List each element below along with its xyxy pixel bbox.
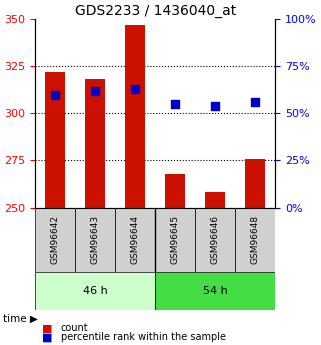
Text: GSM96646: GSM96646 (211, 215, 220, 264)
Text: count: count (61, 324, 89, 333)
Text: GSM96642: GSM96642 (51, 215, 60, 264)
Point (173, 101, 178, 107)
Text: percentile rank within the sample: percentile rank within the sample (61, 333, 226, 342)
Text: 54 h: 54 h (203, 286, 228, 296)
Bar (195, 208, 235, 272)
Bar (155, 272, 275, 310)
Point (133, 86, 138, 92)
Bar (45, 72, 65, 208)
Bar (115, 208, 155, 272)
Bar (235, 208, 275, 272)
Bar (155, 208, 195, 272)
Bar (165, 174, 185, 208)
Title: GDS2233 / 1436040_at: GDS2233 / 1436040_at (75, 4, 236, 18)
Point (213, 103, 218, 109)
Bar (35, 208, 75, 272)
Bar (85, 79, 105, 208)
Text: time ▶: time ▶ (3, 314, 38, 324)
Point (93, 88, 98, 93)
Point (253, 99, 258, 105)
Point (53, 92, 58, 97)
Text: ■: ■ (42, 324, 52, 333)
Bar (35, 272, 155, 310)
Bar (75, 208, 115, 272)
Text: GSM96645: GSM96645 (171, 215, 180, 264)
Bar (205, 193, 225, 208)
Text: GSM96643: GSM96643 (91, 215, 100, 264)
Text: GSM96644: GSM96644 (131, 215, 140, 264)
Text: GSM96648: GSM96648 (251, 215, 260, 264)
Bar (246, 159, 265, 208)
Bar (125, 25, 145, 208)
Text: 46 h: 46 h (83, 286, 108, 296)
Text: ■: ■ (42, 333, 52, 342)
